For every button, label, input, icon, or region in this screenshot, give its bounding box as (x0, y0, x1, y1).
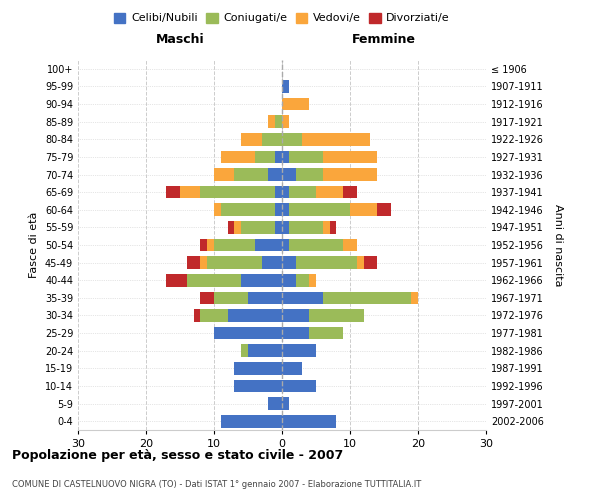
Bar (255, 150, 275, 163)
Bar (180, 186, 200, 198)
Bar (357, 256, 364, 269)
Bar (282, 309, 309, 322)
Bar (187, 256, 200, 269)
Bar (329, 221, 337, 234)
Bar (235, 168, 268, 181)
Y-axis label: Anni di nascita: Anni di nascita (553, 204, 563, 286)
Bar (200, 186, 275, 198)
Bar (221, 204, 275, 216)
Bar (275, 204, 282, 216)
Text: Popolazione per età, sesso e stato civile - 2007: Popolazione per età, sesso e stato civil… (12, 450, 343, 462)
Bar (296, 274, 309, 286)
Bar (302, 133, 370, 145)
Bar (289, 150, 323, 163)
Bar (309, 274, 316, 286)
Bar (200, 256, 207, 269)
Bar (296, 256, 357, 269)
Bar (282, 327, 309, 340)
Bar (248, 292, 282, 304)
Y-axis label: Fasce di età: Fasce di età (29, 212, 39, 278)
Bar (309, 309, 364, 322)
Bar (275, 221, 282, 234)
Bar (282, 133, 302, 145)
Bar (221, 150, 255, 163)
Bar (282, 168, 296, 181)
Bar (377, 204, 391, 216)
Bar (282, 238, 289, 252)
Bar (200, 238, 207, 252)
Bar (227, 221, 235, 234)
Bar (323, 168, 377, 181)
Bar (207, 238, 214, 252)
Bar (262, 256, 282, 269)
Bar (296, 168, 323, 181)
Bar (207, 256, 262, 269)
Bar (194, 309, 200, 322)
Bar (235, 221, 241, 234)
Bar (200, 309, 227, 322)
Bar (282, 380, 316, 392)
Bar (309, 327, 343, 340)
Bar (275, 186, 282, 198)
Bar (262, 133, 282, 145)
Bar (316, 186, 343, 198)
Text: Maschi: Maschi (155, 33, 205, 46)
Bar (214, 204, 221, 216)
Bar (289, 204, 350, 216)
Bar (282, 274, 296, 286)
Bar (282, 344, 316, 357)
Bar (282, 116, 289, 128)
Bar (241, 221, 275, 234)
Bar (255, 238, 282, 252)
Bar (166, 186, 180, 198)
Bar (200, 292, 214, 304)
Bar (282, 362, 302, 374)
Bar (241, 133, 262, 145)
Bar (323, 150, 377, 163)
Bar (227, 309, 282, 322)
Bar (282, 256, 296, 269)
Bar (241, 274, 282, 286)
Bar (235, 380, 282, 392)
Bar (282, 98, 309, 110)
Bar (282, 150, 289, 163)
Bar (282, 397, 289, 410)
Bar (343, 238, 357, 252)
Bar (268, 397, 282, 410)
Bar (214, 168, 235, 181)
Bar (187, 274, 241, 286)
Bar (289, 238, 343, 252)
Bar (275, 116, 282, 128)
Bar (289, 186, 316, 198)
Bar (323, 221, 329, 234)
Bar (235, 362, 282, 374)
Bar (282, 204, 289, 216)
Bar (364, 256, 377, 269)
Bar (214, 292, 248, 304)
Bar (268, 168, 282, 181)
Bar (282, 415, 337, 428)
Bar (282, 292, 323, 304)
Bar (214, 327, 282, 340)
Bar (282, 80, 289, 93)
Bar (221, 415, 282, 428)
Bar (241, 344, 248, 357)
Bar (214, 238, 255, 252)
Bar (282, 186, 289, 198)
Bar (166, 274, 187, 286)
Legend: Celibi/Nubili, Coniugati/e, Vedovi/e, Divorziati/e: Celibi/Nubili, Coniugati/e, Vedovi/e, Di… (110, 8, 454, 28)
Bar (350, 204, 377, 216)
Bar (289, 221, 323, 234)
Bar (275, 150, 282, 163)
Bar (343, 186, 357, 198)
Text: Femmine: Femmine (352, 33, 416, 46)
Bar (268, 116, 275, 128)
Bar (248, 344, 282, 357)
Text: COMUNE DI CASTELNUOVO NIGRA (TO) - Dati ISTAT 1° gennaio 2007 - Elaborazione TUT: COMUNE DI CASTELNUOVO NIGRA (TO) - Dati … (12, 480, 421, 489)
Bar (323, 292, 411, 304)
Bar (411, 292, 418, 304)
Bar (282, 221, 289, 234)
